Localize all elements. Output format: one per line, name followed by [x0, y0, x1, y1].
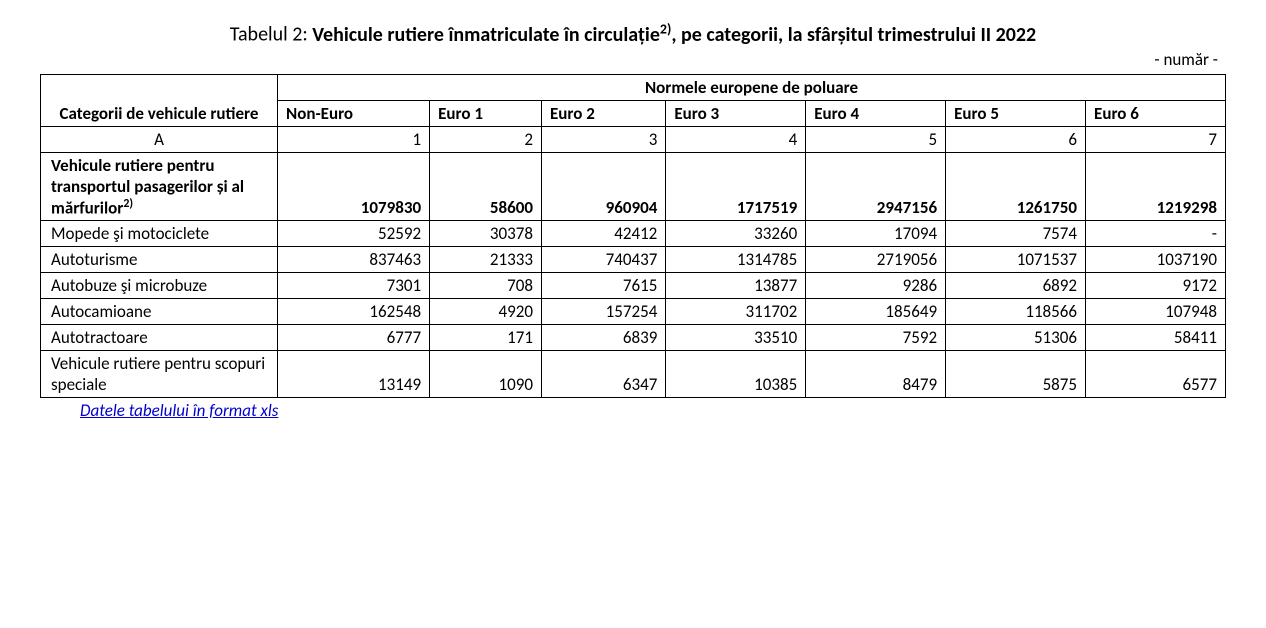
table-row: Autoturisme83746321333740437131478527190…: [41, 247, 1226, 273]
value-cell: 51306: [946, 325, 1086, 351]
value-cell: 6839: [542, 325, 666, 351]
value-cell: 6777: [278, 325, 430, 351]
download-xls-link[interactable]: Datele tabelului în format xls: [40, 400, 278, 421]
index-row-label: A: [41, 126, 278, 152]
value-cell: 1717519: [666, 152, 806, 221]
col-header: Euro 3: [666, 100, 806, 126]
index-cell: 7: [1086, 126, 1226, 152]
title-suffix: , pe categorii, la sfârșitul trimestrulu…: [671, 23, 1036, 47]
value-cell: 2947156: [806, 152, 946, 221]
value-cell: 7301: [278, 273, 430, 299]
unit-label: - număr -: [40, 49, 1218, 70]
value-cell: 960904: [542, 152, 666, 221]
value-cell: 708: [430, 273, 542, 299]
category-cell: Autoturisme: [41, 247, 278, 273]
category-cell: Autotractoare: [41, 325, 278, 351]
category-cell: Vehicule rutiere pentru scopuri speciale: [41, 351, 278, 398]
value-cell: 6347: [542, 351, 666, 398]
value-cell: 6577: [1086, 351, 1226, 398]
value-cell: 118566: [946, 299, 1086, 325]
value-cell: 33510: [666, 325, 806, 351]
value-cell: 7574: [946, 221, 1086, 247]
value-cell: 837463: [278, 247, 430, 273]
value-cell: 1314785: [666, 247, 806, 273]
index-cell: 1: [278, 126, 430, 152]
value-cell: 10385: [666, 351, 806, 398]
index-cell: 6: [946, 126, 1086, 152]
value-cell: 58411: [1086, 325, 1226, 351]
value-cell: 42412: [542, 221, 666, 247]
value-cell: 2719056: [806, 247, 946, 273]
value-cell: 52592: [278, 221, 430, 247]
table-row: Mopede şi motociclete5259230378424123326…: [41, 221, 1226, 247]
value-cell: 13877: [666, 273, 806, 299]
group-header: Normele europene de poluare: [278, 74, 1226, 100]
category-cell: Autobuze şi microbuze: [41, 273, 278, 299]
col-header: Euro 1: [430, 100, 542, 126]
value-cell: 1261750: [946, 152, 1086, 221]
table-body: Vehicule rutiere pentru transportul pasa…: [41, 152, 1226, 398]
index-cell: 5: [806, 126, 946, 152]
value-cell: 9286: [806, 273, 946, 299]
table-row: Autocamioane1625484920157254311702185649…: [41, 299, 1226, 325]
value-cell: 7592: [806, 325, 946, 351]
value-cell: 162548: [278, 299, 430, 325]
category-cell: Vehicule rutiere pentru transportul pasa…: [41, 152, 278, 221]
table-title: Tabelul 2: Vehicule rutiere înmatriculat…: [40, 20, 1226, 47]
category-cell: Autocamioane: [41, 299, 278, 325]
value-cell: 1071537: [946, 247, 1086, 273]
index-cell: 2: [430, 126, 542, 152]
index-cell: 3: [542, 126, 666, 152]
row-header: Categorii de vehicule rutiere: [41, 74, 278, 126]
value-cell: 1219298: [1086, 152, 1226, 221]
value-cell: 107948: [1086, 299, 1226, 325]
value-cell: 33260: [666, 221, 806, 247]
title-prefix: Tabelul 2:: [230, 23, 312, 47]
value-cell: 5875: [946, 351, 1086, 398]
data-table: Categorii de vehicule rutiere Normele eu…: [40, 74, 1226, 399]
value-cell: 171: [430, 325, 542, 351]
value-cell: 157254: [542, 299, 666, 325]
value-cell: 13149: [278, 351, 430, 398]
value-cell: 8479: [806, 351, 946, 398]
col-header: Non-Euro: [278, 100, 430, 126]
category-cell: Mopede şi motociclete: [41, 221, 278, 247]
value-cell: 1079830: [278, 152, 430, 221]
table-row: Vehicule rutiere pentru transportul pasa…: [41, 152, 1226, 221]
value-cell: 4920: [430, 299, 542, 325]
value-cell: 6892: [946, 273, 1086, 299]
value-cell: 311702: [666, 299, 806, 325]
title-main: Vehicule rutiere înmatriculate în circul…: [312, 23, 660, 47]
col-header: Euro 4: [806, 100, 946, 126]
value-cell: 9172: [1086, 273, 1226, 299]
value-cell: 58600: [430, 152, 542, 221]
table-row: Autobuze şi microbuze7301708761513877928…: [41, 273, 1226, 299]
index-cell: 4: [666, 126, 806, 152]
value-cell: 1090: [430, 351, 542, 398]
value-cell: 30378: [430, 221, 542, 247]
value-cell: 21333: [430, 247, 542, 273]
value-cell: 740437: [542, 247, 666, 273]
index-row: A 1234567: [41, 126, 1226, 152]
col-header: Euro 6: [1086, 100, 1226, 126]
col-header: Euro 5: [946, 100, 1086, 126]
table-row: Vehicule rutiere pentru scopuri speciale…: [41, 351, 1226, 398]
value-cell: 17094: [806, 221, 946, 247]
value-cell: -: [1086, 221, 1226, 247]
col-header: Euro 2: [542, 100, 666, 126]
value-cell: 185649: [806, 299, 946, 325]
value-cell: 1037190: [1086, 247, 1226, 273]
value-cell: 7615: [542, 273, 666, 299]
table-row: Autotractoare677717168393351075925130658…: [41, 325, 1226, 351]
title-sup: 2): [660, 20, 671, 37]
